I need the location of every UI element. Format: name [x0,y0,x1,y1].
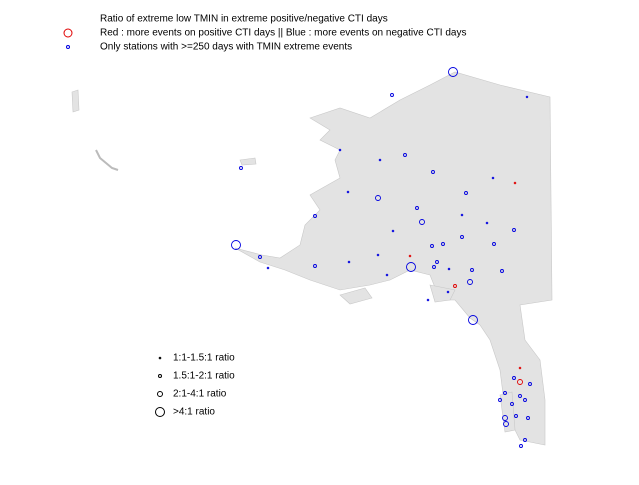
station-red [517,379,523,385]
station-blue [378,158,382,162]
station-blue [525,95,529,99]
station-blue [385,273,389,277]
station-blue [419,219,425,225]
legend-label: 1:1-1.5:1 ratio [173,353,235,364]
station-blue [523,438,527,442]
station-blue [446,290,450,294]
station-blue [510,402,514,406]
legend-symbol [155,407,165,417]
station-blue [390,93,394,97]
station-blue [406,262,416,272]
station-blue [258,255,262,259]
station-blue [528,382,532,386]
legend-symbol [158,374,162,378]
station-blue [470,268,474,272]
station-blue [415,206,419,210]
station-blue [468,315,478,325]
station-blue [498,398,502,402]
station-blue [512,376,516,380]
station-red [518,366,522,370]
station-blue [266,266,270,270]
legend-symbol [157,391,163,397]
station-blue [338,148,342,152]
st-lawrence [239,157,257,166]
station-blue [485,221,489,225]
legend-label: >4:1 ratio [173,407,215,418]
station-blue [491,176,495,180]
subtitle: Red : more events on positive CTI days |… [100,28,466,39]
legend-symbol [158,356,162,360]
kenai-islands [429,284,456,303]
station-blue [448,67,458,77]
station-blue [460,235,464,239]
station-blue [518,394,522,398]
station-blue [441,242,445,246]
legend-label: 2:1-4:1 ratio [173,389,227,400]
station-blue [460,213,464,217]
red-marker [63,28,73,38]
title: Ratio of extreme low TMIN in extreme pos… [100,14,388,25]
station-blue [375,195,381,201]
station-blue [435,260,439,264]
station-blue [313,214,317,218]
station-blue [502,415,508,421]
station-blue [426,298,430,302]
stations [231,67,532,448]
station-blue [503,421,509,427]
station-blue [503,391,507,395]
station-blue [313,264,317,268]
station-blue [464,191,468,195]
station-blue [403,153,407,157]
station-blue [231,240,241,250]
station-blue [391,229,395,233]
station-red [408,254,412,258]
aleutian-islands [95,149,119,171]
station-blue [526,416,530,420]
islands-north [71,89,80,113]
blue-marker [66,45,70,49]
station-blue [523,398,527,402]
station-blue [447,267,451,271]
station-red [513,181,517,185]
station-red [453,284,457,288]
station-blue [347,260,351,264]
station-blue [376,253,380,257]
station-blue [492,242,496,246]
station-blue [500,269,504,273]
station-blue [430,244,434,248]
legend-header: Ratio of extreme low TMIN in extreme pos… [63,14,466,53]
station-blue [431,170,435,174]
land [71,71,553,446]
alaska-mainland [234,71,553,446]
legend-label: 1.5:1-2:1 ratio [173,371,235,382]
note: Only stations with >=250 days with TMIN … [100,42,352,53]
station-blue [512,228,516,232]
station-blue [346,190,350,194]
size-legend: 1:1-1.5:1 ratio 1.5:1-2:1 ratio 2:1-4:1 ra… [155,353,235,418]
station-blue [514,414,518,418]
station-blue [239,166,243,170]
station-blue [519,444,523,448]
station-blue [432,265,436,269]
kodiak [339,287,373,305]
station-blue [467,279,473,285]
